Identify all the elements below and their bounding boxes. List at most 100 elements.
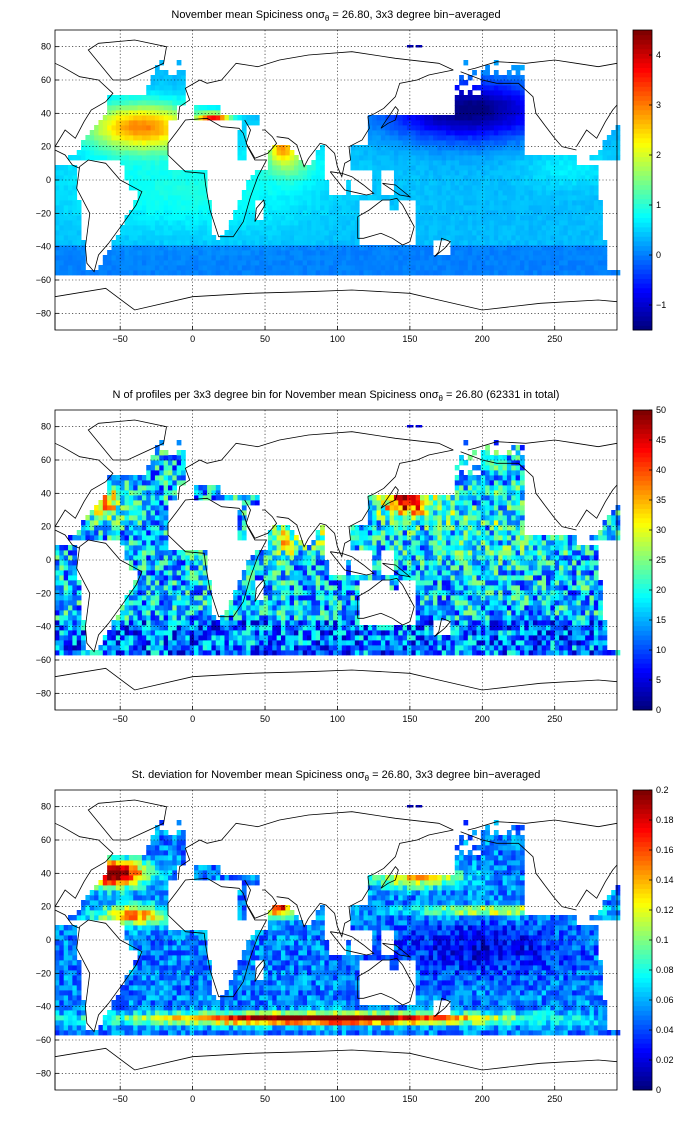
heatmap-cell — [541, 235, 547, 241]
heatmap-cell — [532, 185, 538, 191]
heatmap-cell — [115, 255, 121, 261]
heatmap-cell — [163, 155, 169, 161]
heatmap-cell — [220, 115, 225, 121]
heatmap-cell — [480, 180, 486, 186]
heatmap-cell — [411, 185, 417, 191]
heatmap-cell — [411, 625, 417, 631]
heatmap-cell — [150, 215, 156, 221]
heatmap-cell — [276, 175, 282, 181]
heatmap-cell — [341, 200, 347, 206]
heatmap-cell — [120, 245, 125, 251]
heatmap-cell — [589, 240, 595, 246]
heatmap-cell — [437, 190, 443, 196]
heatmap-cell — [532, 235, 538, 241]
heatmap-cell — [354, 630, 360, 636]
heatmap-cell — [598, 150, 603, 156]
heatmap-cell — [472, 640, 477, 646]
heatmap-cell — [81, 625, 86, 631]
heatmap-cell — [502, 645, 508, 651]
heatmap-cell — [194, 210, 199, 216]
heatmap-cell — [528, 595, 534, 601]
heatmap-cell — [85, 140, 91, 146]
heatmap-cell — [107, 115, 112, 121]
heatmap-cell — [146, 200, 151, 206]
heatmap-cell — [441, 170, 447, 176]
heatmap-cell — [111, 255, 117, 261]
heatmap-cell — [189, 185, 195, 191]
heatmap-cell — [506, 120, 512, 126]
heatmap-cell — [493, 595, 499, 601]
heatmap-cell — [94, 155, 99, 161]
heatmap-cell — [72, 155, 78, 161]
heatmap-cell — [450, 125, 456, 131]
heatmap-cell — [263, 240, 269, 246]
heatmap-cell — [402, 145, 408, 151]
heatmap-cell — [159, 605, 165, 611]
heatmap-cell — [480, 70, 486, 76]
heatmap-cell — [485, 230, 490, 236]
heatmap-cell — [567, 270, 573, 276]
heatmap-cell — [154, 95, 160, 101]
heatmap-cell — [580, 645, 586, 651]
heatmap-cell — [228, 255, 234, 261]
heatmap-cell — [428, 155, 434, 161]
heatmap-cell — [385, 125, 390, 131]
heatmap-cell — [441, 230, 447, 236]
heatmap-cell — [55, 260, 60, 266]
heatmap-cell — [150, 160, 156, 166]
heatmap-cell — [263, 610, 269, 616]
heatmap-cell — [585, 175, 590, 181]
heatmap-cell — [541, 260, 547, 266]
heatmap-cell — [367, 130, 373, 136]
heatmap-cell — [194, 220, 199, 226]
heatmap-cell — [115, 270, 121, 276]
heatmap-cell — [159, 195, 165, 201]
heatmap-cell — [233, 210, 238, 216]
heatmap-cell — [298, 600, 304, 606]
x-tick-label: 0 — [190, 334, 195, 344]
heatmap-cell — [406, 640, 412, 646]
heatmap-cell — [181, 220, 186, 226]
heatmap-cell — [194, 215, 199, 221]
heatmap-cell — [298, 170, 304, 176]
heatmap-cell — [220, 640, 225, 646]
heatmap-cell — [198, 225, 204, 231]
heatmap-cell — [124, 620, 130, 626]
heatmap-cell — [63, 615, 69, 621]
heatmap-cell — [333, 220, 338, 226]
heatmap-cell — [63, 205, 69, 211]
heatmap-cell — [424, 140, 430, 146]
heatmap-cell — [324, 245, 330, 251]
heatmap-cell — [154, 140, 160, 146]
heatmap-cell — [532, 640, 538, 646]
heatmap-cell — [437, 580, 443, 586]
heatmap-cell — [320, 215, 325, 221]
heatmap-cell — [528, 585, 534, 591]
heatmap-cell — [446, 135, 451, 141]
heatmap-cell — [280, 220, 286, 226]
heatmap-cell — [433, 115, 438, 121]
heatmap-cell — [402, 250, 408, 256]
heatmap-cell — [154, 270, 160, 276]
heatmap-cell — [480, 220, 486, 226]
heatmap-cell — [372, 185, 377, 191]
heatmap-cell — [276, 640, 282, 646]
heatmap-cell — [485, 175, 490, 181]
heatmap-cell — [537, 255, 543, 261]
heatmap-cell — [428, 600, 434, 606]
heatmap-cell — [437, 115, 443, 121]
heatmap-cell — [515, 200, 521, 206]
heatmap-cell — [115, 650, 121, 656]
heatmap-cell — [280, 205, 286, 211]
heatmap-cell — [467, 235, 473, 241]
heatmap-cell — [328, 650, 334, 656]
heatmap-cell — [337, 255, 343, 261]
heatmap-cell — [559, 230, 564, 236]
heatmap-cell — [450, 210, 456, 216]
heatmap-cell — [524, 590, 530, 596]
heatmap-cell — [446, 185, 451, 191]
heatmap-cell — [159, 585, 165, 591]
heatmap-cell — [350, 165, 356, 171]
heatmap-cell — [154, 645, 160, 651]
heatmap-cell — [476, 115, 482, 121]
